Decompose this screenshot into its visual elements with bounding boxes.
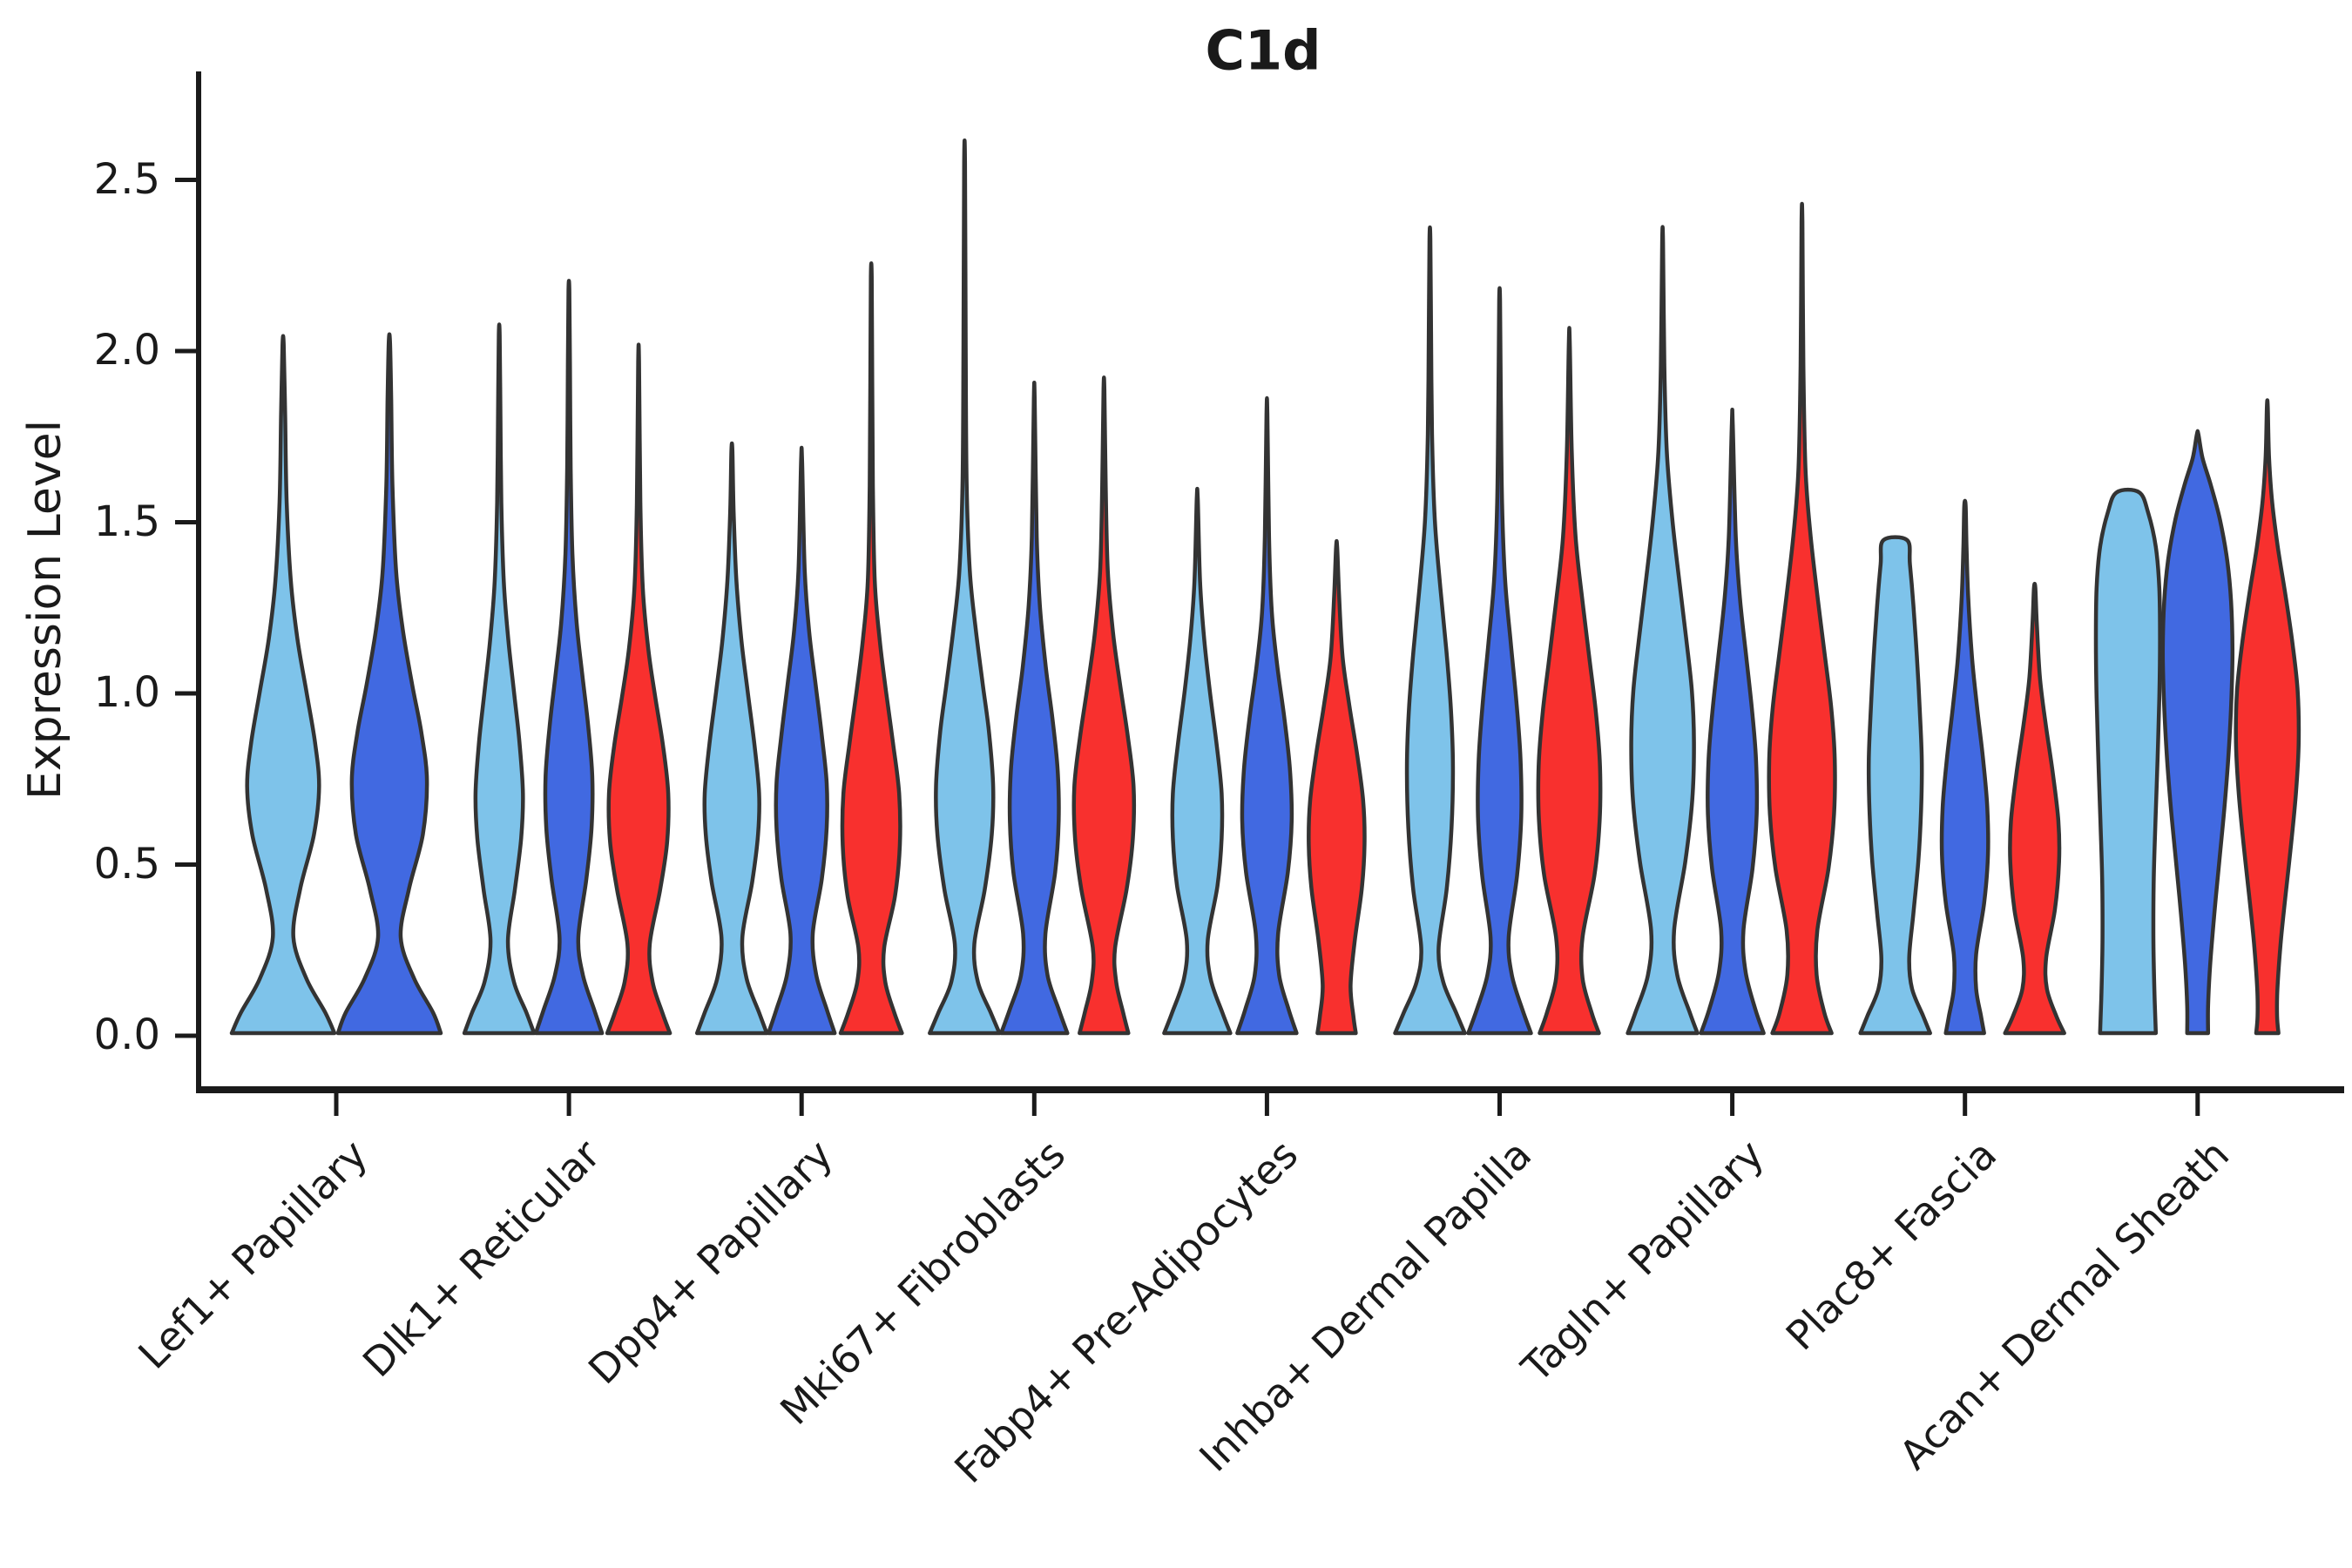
- x-tick-mark: [799, 1093, 804, 1116]
- y-axis-spine: [196, 71, 201, 1093]
- violin-light_blue-Dlk1-Reticular: [462, 322, 537, 1036]
- violin-light_blue-Tagln-Papillary: [1625, 225, 1700, 1036]
- violin-red-Fabp4-Pre-Adipocytes: [1307, 538, 1367, 1036]
- y-tick-mark: [175, 348, 196, 354]
- violin-dark_blue-Fabp4-Pre-Adipocytes: [1235, 395, 1299, 1036]
- violin-red-Inhba-Dermal-Papilla: [1536, 326, 1603, 1036]
- violin-red-Dpp4-Papillary: [838, 261, 904, 1036]
- violin-red-Acan-Dermal-Sheath: [2234, 398, 2301, 1036]
- y-tick-mark: [175, 520, 196, 524]
- violin-dark_blue-Tagln-Papillary: [1699, 407, 1766, 1036]
- violin-dark_blue-Dlk1-Reticular: [533, 279, 605, 1036]
- chart-title: C1d: [1205, 18, 1321, 83]
- violin-light_blue-Dpp4-Papillary: [694, 441, 769, 1036]
- violin-light_blue-Inhba-Dermal-Papilla: [1393, 225, 1467, 1036]
- x-tick-mark: [2195, 1093, 2200, 1116]
- x-tick-mark: [1497, 1093, 1502, 1116]
- violin-light_blue-Acan-Dermal-Sheath: [2093, 487, 2162, 1036]
- y-tick-label: 2.0: [93, 325, 160, 375]
- y-tick-label: 1.5: [93, 497, 160, 546]
- y-tick-mark: [175, 178, 196, 182]
- y-tick-label: 1.0: [93, 667, 160, 717]
- y-tick-mark: [175, 1033, 196, 1038]
- violin-light_blue-Fabp4-Pre-Adipocytes: [1162, 486, 1233, 1036]
- y-tick-marks: [175, 178, 196, 1038]
- y-tick-mark: [175, 691, 196, 696]
- y-tick-label: 0.0: [93, 1010, 160, 1059]
- x-tick-mark: [1264, 1093, 1269, 1116]
- x-tick-mark: [1963, 1093, 1968, 1116]
- violin-red-Mki67-Fibroblasts: [1071, 375, 1137, 1036]
- x-tick-mark: [334, 1093, 339, 1116]
- violin-dark_blue-Inhba-Dermal-Papilla: [1466, 286, 1533, 1036]
- x-tick-mark: [1031, 1093, 1037, 1116]
- x-tick-marks: [334, 1093, 2200, 1116]
- x-tick-mark: [566, 1093, 571, 1116]
- x-axis-spine: [196, 1086, 2344, 1093]
- violin-red-Plac8-Fascia: [2003, 581, 2066, 1036]
- violin-red-Dlk1-Reticular: [605, 342, 672, 1036]
- violin-dark_blue-Dpp4-Papillary: [766, 445, 837, 1036]
- violins-layer: [229, 139, 2301, 1036]
- violin-dark_blue-Plac8-Fascia: [1939, 498, 1990, 1036]
- violin-dark_blue-Acan-Dermal-Sheath: [2160, 429, 2235, 1036]
- y-tick-label: 0.5: [93, 839, 160, 889]
- y-axis-label: Expression Level: [19, 419, 71, 801]
- violin-dark_blue-Lef1-Papillary: [335, 332, 443, 1036]
- violin-dark_blue-Mki67-Fibroblasts: [999, 381, 1070, 1036]
- y-tick-label: 2.5: [93, 154, 160, 204]
- x-tick-mark: [1730, 1093, 1735, 1116]
- y-tick-mark: [175, 862, 196, 867]
- violin-light_blue-Lef1-Papillary: [229, 334, 337, 1036]
- violin-light_blue-Plac8-Fascia: [1858, 535, 1932, 1036]
- violin-light_blue-Mki67-Fibroblasts: [928, 139, 1002, 1036]
- violin-red-Tagln-Papillary: [1767, 201, 1837, 1036]
